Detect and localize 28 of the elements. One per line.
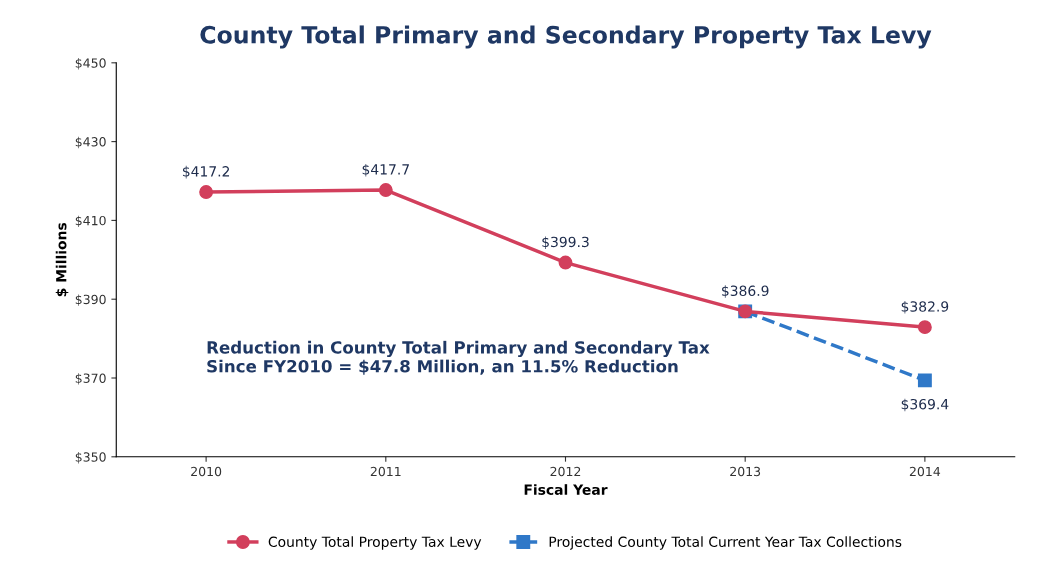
annotation: Reduction in County Total Primary and Secondary Tax Since FY2010 = $47.8 Million, an 11.5% Reduction [207, 340, 710, 375]
y-tick-label: $450 [75, 58, 106, 70]
point [558, 255, 573, 270]
point [917, 320, 932, 335]
y-tick-label: $430 [75, 136, 106, 149]
data-label: $382.9 [901, 301, 949, 314]
x-tick-label: 2010 [191, 466, 222, 477]
x-tick-label: 2013 [730, 466, 761, 477]
x-tick-label: 2012 [550, 466, 581, 477]
y-tick-label: $410 [75, 215, 106, 227]
data-label: $417.7 [362, 163, 409, 177]
point [917, 373, 932, 388]
x-axis-title: Fiscal Year [524, 484, 608, 495]
chart-title: County Total Primary and Secondary Property Tax Levy [200, 25, 932, 49]
point [199, 185, 214, 199]
y-tick-label: $350 [75, 452, 106, 464]
legend-label: County Total Property Tax Levy [268, 536, 482, 550]
data-label: $399.3 [542, 236, 589, 249]
x-tick-label: 2011 [370, 466, 401, 477]
y-axis-title: $ Millions [55, 222, 69, 297]
legend-label: Projected County Total Current Year Tax Collections [549, 536, 902, 550]
data-label: $386.9 [722, 285, 769, 298]
y-tick-label: $370 [75, 373, 106, 385]
data-label: $417.2 [182, 165, 230, 179]
point [378, 183, 393, 198]
x-tick-label: 2014 [909, 466, 941, 477]
data-label: $369.4 [901, 398, 949, 412]
y-tick-label: $390 [75, 294, 106, 306]
